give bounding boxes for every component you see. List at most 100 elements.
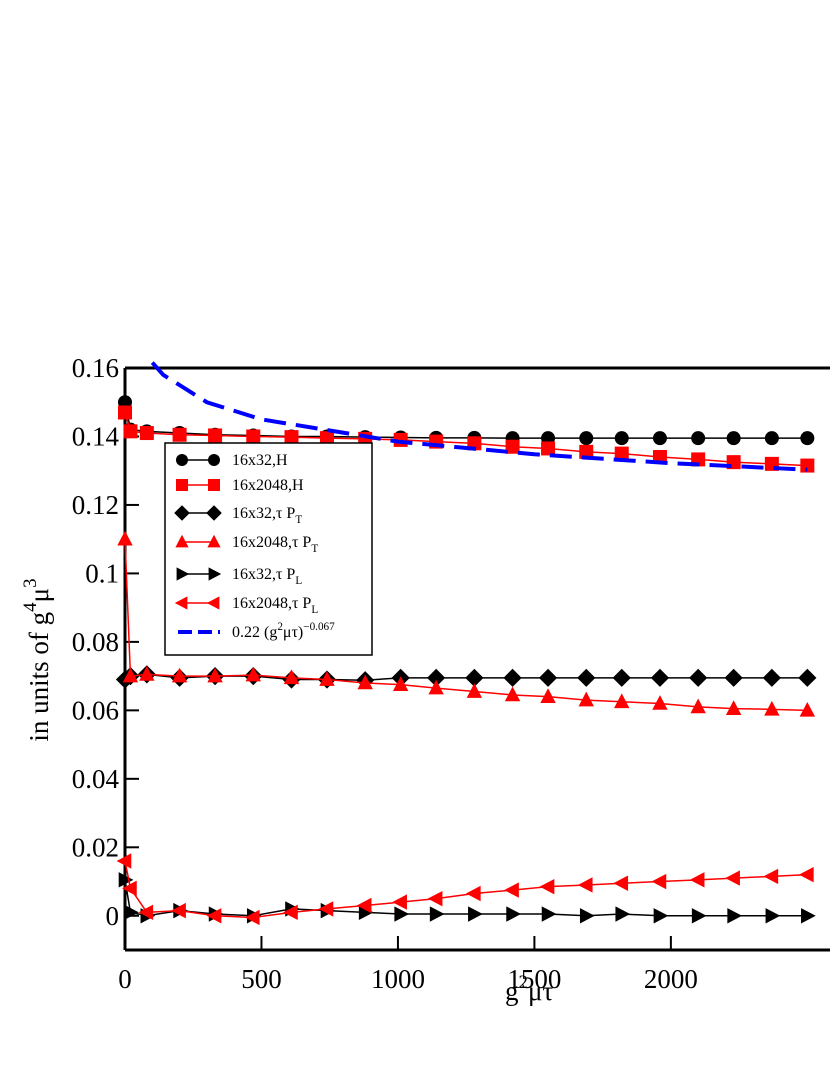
data-point <box>690 698 706 714</box>
legend-label-part: L <box>311 604 318 616</box>
data-point <box>465 885 481 902</box>
data-point <box>504 882 519 898</box>
legend-label: 16x32,τ PL <box>232 566 302 587</box>
y-tick-label: 0.06 <box>72 695 119 725</box>
data-point <box>652 431 667 446</box>
legend-marker <box>174 596 188 610</box>
data-point <box>652 695 668 710</box>
x-axis-label-part: g <box>505 976 519 1006</box>
data-point <box>539 878 555 895</box>
data-point <box>207 667 223 683</box>
data-point <box>614 431 629 446</box>
data-point <box>800 458 815 473</box>
data-point <box>392 894 407 910</box>
data-point <box>613 875 629 891</box>
x-tick-label: 1500 <box>507 964 561 994</box>
legend-label-part: T <box>295 514 302 526</box>
y-axis-label: in units of g4μ3 <box>20 578 54 741</box>
y-tick-label: 0 <box>106 901 120 931</box>
data-point <box>117 530 133 546</box>
data-point <box>124 904 139 921</box>
x-tick-label: 2000 <box>644 964 698 994</box>
legend-label-part: T <box>311 543 318 555</box>
legend-box <box>164 442 373 656</box>
x-tick-label: 1000 <box>371 964 425 994</box>
legend-marker <box>207 534 221 548</box>
data-point <box>764 700 780 716</box>
data-point <box>139 426 154 441</box>
y-axis-label-part: 4 <box>20 602 41 612</box>
data-point <box>725 870 740 886</box>
data-point <box>319 671 335 686</box>
data-point <box>727 908 743 924</box>
data-point <box>578 691 594 707</box>
data-point <box>122 667 139 683</box>
legend-label-part: 16x32,τ P <box>232 566 295 583</box>
legend-label-part: 16x2048,τ P <box>232 595 311 612</box>
data-point <box>798 866 814 883</box>
data-point <box>118 872 134 888</box>
x-axis-label: g2μτ <box>505 972 553 1006</box>
data-point <box>429 906 445 922</box>
data-point <box>392 676 409 691</box>
data-point <box>726 431 741 446</box>
data-point <box>579 444 594 459</box>
data-point <box>725 700 742 715</box>
data-point <box>724 668 743 687</box>
y-tick-label: 0.08 <box>72 627 119 657</box>
legend-marker <box>176 454 188 466</box>
legend-label: 16x2048,τ PT <box>232 534 318 555</box>
series-line <box>124 402 808 439</box>
legend-marker <box>176 479 188 491</box>
data-point <box>357 674 373 690</box>
legend-label-part: L <box>295 575 302 587</box>
data-point <box>689 872 705 888</box>
data-point <box>122 880 137 897</box>
data-point <box>691 908 707 924</box>
data-point <box>172 427 187 442</box>
data-point <box>505 439 520 454</box>
data-point <box>691 431 706 446</box>
data-point <box>244 909 260 926</box>
data-point <box>171 667 188 683</box>
data-point <box>118 405 132 420</box>
data-point <box>506 906 521 922</box>
legend-label-part: 16x32,τ P <box>232 505 295 522</box>
data-point <box>468 906 483 922</box>
legend-label-part: −0.067 <box>303 621 335 633</box>
legend-marker <box>206 505 222 521</box>
data-point <box>138 904 154 921</box>
legend-label-part: 16x32,H <box>232 452 288 469</box>
y-tick-label: 0.12 <box>72 490 119 520</box>
data-point <box>427 890 443 907</box>
data-point <box>762 668 781 687</box>
data-point <box>283 669 300 685</box>
data-point <box>689 668 708 687</box>
data-point <box>503 668 522 687</box>
data-point <box>651 873 667 890</box>
data-point <box>577 877 593 893</box>
y-tick-label: 0.02 <box>72 832 119 862</box>
data-point <box>577 668 596 687</box>
data-point <box>319 431 334 446</box>
y-tick-label: 0.04 <box>72 764 120 794</box>
data-point <box>799 701 816 717</box>
data-point <box>801 908 816 924</box>
legend-label-part: 16x2048,H <box>232 477 304 494</box>
data-point <box>579 908 595 924</box>
data-point <box>123 424 138 439</box>
y-axis-label-part: in units of g <box>24 612 54 742</box>
legend-label: 16x32,τ PT <box>232 505 302 526</box>
data-point <box>541 441 556 456</box>
legend-marker <box>208 567 222 581</box>
data-point <box>283 904 298 921</box>
data-point <box>650 668 670 687</box>
x-tick-label: 500 <box>241 964 282 994</box>
legend-label-part: μτ) <box>283 624 303 641</box>
legend-label-part: 16x2048,τ P <box>232 534 311 551</box>
legend-label-part: 2 <box>277 621 283 633</box>
data-point <box>116 853 132 869</box>
data-point <box>139 666 155 681</box>
